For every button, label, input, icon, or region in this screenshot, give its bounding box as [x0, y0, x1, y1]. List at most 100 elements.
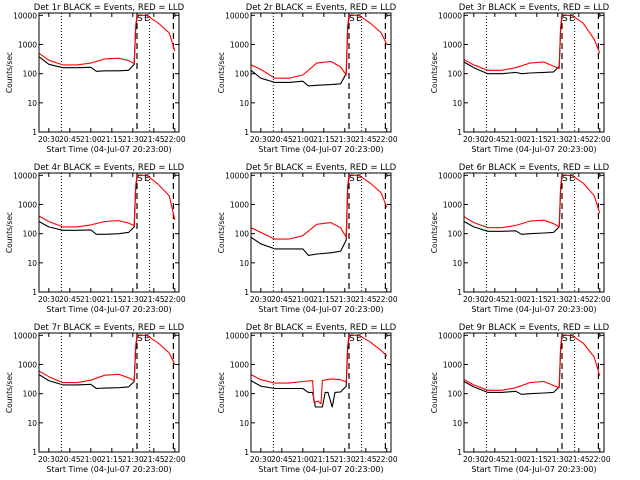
axes-frame	[38, 12, 180, 133]
x-tick-label: 21:00	[80, 135, 102, 144]
x-tick-label: 20:45	[271, 295, 293, 304]
y-tick-label: 1000	[18, 200, 37, 209]
y-axis-label: Counts/sec	[5, 212, 14, 253]
y-tick-label: 10	[452, 419, 462, 428]
marker-E: E	[144, 334, 150, 344]
x-axis-label: Start Time (04-Jul-07 20:23:00)	[258, 305, 383, 314]
x-tick-label: 21:00	[292, 295, 314, 304]
y-tick-label: 100	[448, 390, 463, 399]
x-tick-label: 21:00	[505, 135, 527, 144]
y-tick-label: 1	[457, 288, 462, 297]
x-tick-label: 21:15	[101, 455, 123, 464]
y-tick-label: 10000	[438, 331, 462, 340]
y-tick-label: 10000	[13, 11, 37, 20]
y-tick-label: 1000	[230, 200, 249, 209]
y-tick-label: 10000	[225, 171, 249, 180]
y-tick-label: 10000	[225, 11, 249, 20]
x-tick-label: 20:45	[484, 135, 506, 144]
x-axis-label: Start Time (04-Jul-07 20:23:00)	[471, 145, 596, 154]
x-tick-label: 21:15	[313, 295, 335, 304]
marker-S: S	[137, 174, 143, 184]
x-tick-label: 21:30	[334, 455, 356, 464]
marker-E: E	[144, 14, 150, 24]
x-axis-label: Start Time (04-Jul-07 20:23:00)	[46, 145, 171, 154]
x-tick-label: 20:30	[38, 295, 60, 304]
y-tick-label: 1000	[443, 40, 462, 49]
y-tick-label: 10000	[438, 171, 462, 180]
y-axis-label: Counts/sec	[5, 372, 14, 413]
y-tick-label: 100	[448, 230, 463, 239]
x-tick-label: 21:30	[547, 135, 569, 144]
x-tick-label: 21:30	[334, 135, 356, 144]
y-tick-label: 100	[23, 230, 38, 239]
series-line-lld	[38, 174, 176, 228]
series-line-lld	[250, 14, 388, 79]
y-tick-label: 100	[235, 390, 250, 399]
x-tick-label: 21:45	[143, 135, 165, 144]
panel-title: Det 1r BLACK = Events, RED = LLD	[34, 3, 185, 13]
panel-title: Det 9r BLACK = Events, RED = LLD	[459, 323, 610, 333]
marker-S: S	[562, 14, 568, 24]
series-line-lld	[463, 14, 601, 71]
marker-E: E	[569, 334, 575, 344]
x-tick-label: 21:30	[547, 295, 569, 304]
y-tick-label: 10	[27, 259, 37, 268]
x-tick-label: 20:45	[59, 455, 81, 464]
marker-S: S	[137, 334, 143, 344]
x-tick-label: 21:15	[526, 455, 548, 464]
axes-frame	[250, 12, 392, 133]
y-tick-label: 10	[239, 99, 249, 108]
x-tick-label: 20:45	[59, 295, 81, 304]
y-tick-label: 100	[235, 230, 250, 239]
panel-title: Det 7r BLACK = Events, RED = LLD	[34, 323, 185, 333]
y-tick-label: 100	[448, 70, 463, 79]
x-tick-label: 21:45	[355, 135, 377, 144]
marker-S: S	[562, 334, 568, 344]
y-tick-label: 1	[32, 448, 37, 457]
panel-title: Det 4r BLACK = Events, RED = LLD	[34, 163, 185, 173]
y-tick-label: 1000	[18, 360, 37, 369]
x-tick-label: 21:15	[313, 135, 335, 144]
x-axis-label: Start Time (04-Jul-07 20:23:00)	[258, 145, 383, 154]
marker-E: E	[569, 174, 575, 184]
series-line-lld	[250, 174, 388, 240]
x-tick-label: 21:00	[80, 455, 102, 464]
x-tick-label: 21:30	[122, 455, 144, 464]
y-tick-label: 10000	[225, 331, 249, 340]
y-tick-label: 10000	[438, 11, 462, 20]
panel-title: Det 2r BLACK = Events, RED = LLD	[246, 3, 397, 13]
marker-S: S	[349, 174, 355, 184]
y-tick-label: 10000	[13, 171, 37, 180]
y-tick-label: 1	[32, 128, 37, 137]
y-axis-label: Counts/sec	[217, 52, 226, 93]
panel-title: Det 8r BLACK = Events, RED = LLD	[246, 323, 397, 333]
x-tick-label: 21:00	[505, 295, 527, 304]
x-tick-label: 21:15	[526, 295, 548, 304]
marker-E: E	[144, 174, 150, 184]
y-tick-label: 10	[27, 419, 37, 428]
y-axis-label: Counts/sec	[217, 372, 226, 413]
x-axis-label: Start Time (04-Jul-07 20:23:00)	[46, 305, 171, 314]
x-tick-label: 20:45	[271, 455, 293, 464]
x-tick-label: 22:00	[589, 295, 611, 304]
panel-title: Det 5r BLACK = Events, RED = LLD	[246, 163, 397, 173]
marker-E: E	[356, 334, 362, 344]
y-tick-label: 100	[23, 70, 38, 79]
x-tick-label: 21:45	[355, 455, 377, 464]
y-axis-label: Counts/sec	[5, 52, 14, 93]
axes-frame	[463, 12, 605, 133]
y-tick-label: 1000	[18, 40, 37, 49]
y-tick-label: 10	[452, 259, 462, 268]
x-tick-label: 21:30	[547, 455, 569, 464]
x-tick-label: 21:00	[505, 455, 527, 464]
x-tick-label: 21:15	[313, 455, 335, 464]
x-tick-label: 20:30	[250, 455, 272, 464]
